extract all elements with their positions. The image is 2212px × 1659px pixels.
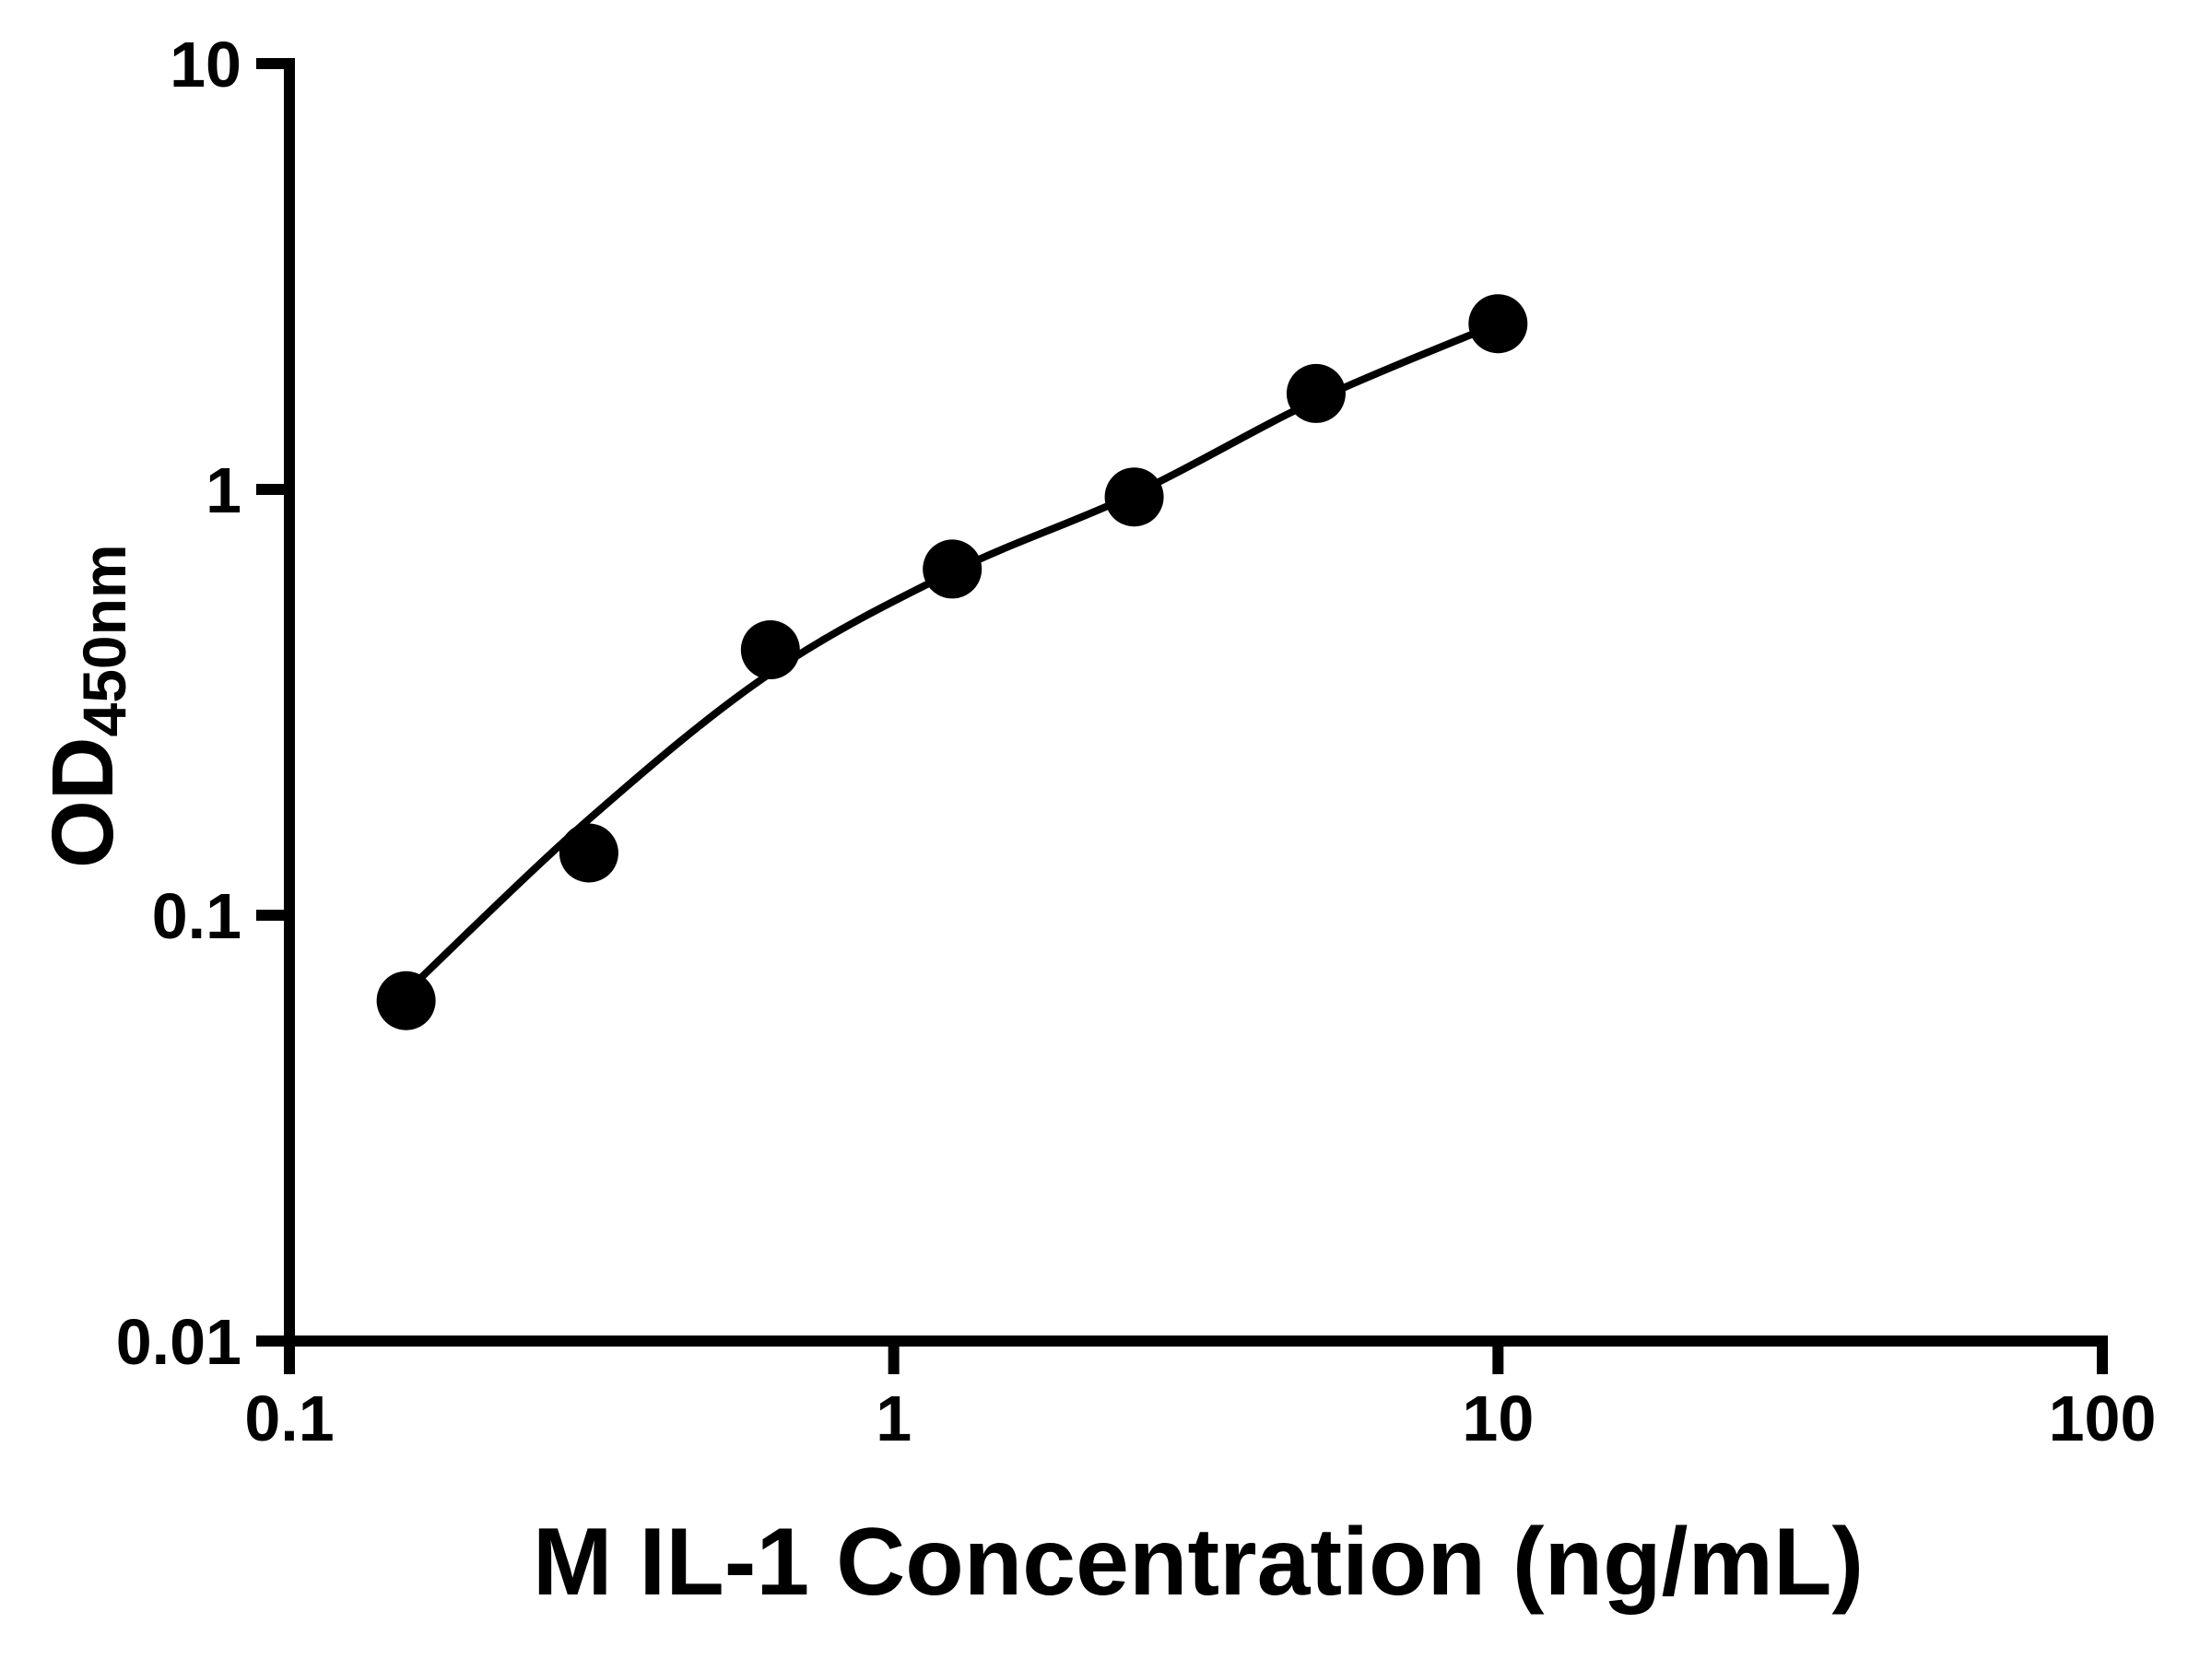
x-axis-title: M IL-1 Concentration (ng/mL) (533, 1509, 1864, 1616)
y-tick-label: 0.01 (116, 1306, 241, 1378)
x-tick-label: 10 (1462, 1382, 1534, 1454)
data-point (1286, 363, 1346, 423)
x-tick-label: 100 (2049, 1382, 2157, 1454)
data-point (923, 539, 982, 599)
x-tick-label: 0.1 (244, 1382, 334, 1454)
fit-curve (403, 320, 1500, 995)
y-tick-label: 1 (206, 454, 241, 526)
x-tick-label: 1 (876, 1382, 912, 1454)
y-axis-title-sub: 450nm (70, 544, 138, 736)
y-axis-title: OD450nm (34, 544, 138, 868)
y-axis-title-main: OD (34, 737, 132, 869)
data-point (376, 971, 436, 1030)
data-point (1468, 294, 1528, 354)
y-tick-label: 0.1 (152, 880, 241, 952)
data-point (559, 823, 618, 883)
y-tick-label: 10 (170, 29, 241, 100)
data-point (740, 620, 800, 680)
data-point (1104, 467, 1164, 527)
